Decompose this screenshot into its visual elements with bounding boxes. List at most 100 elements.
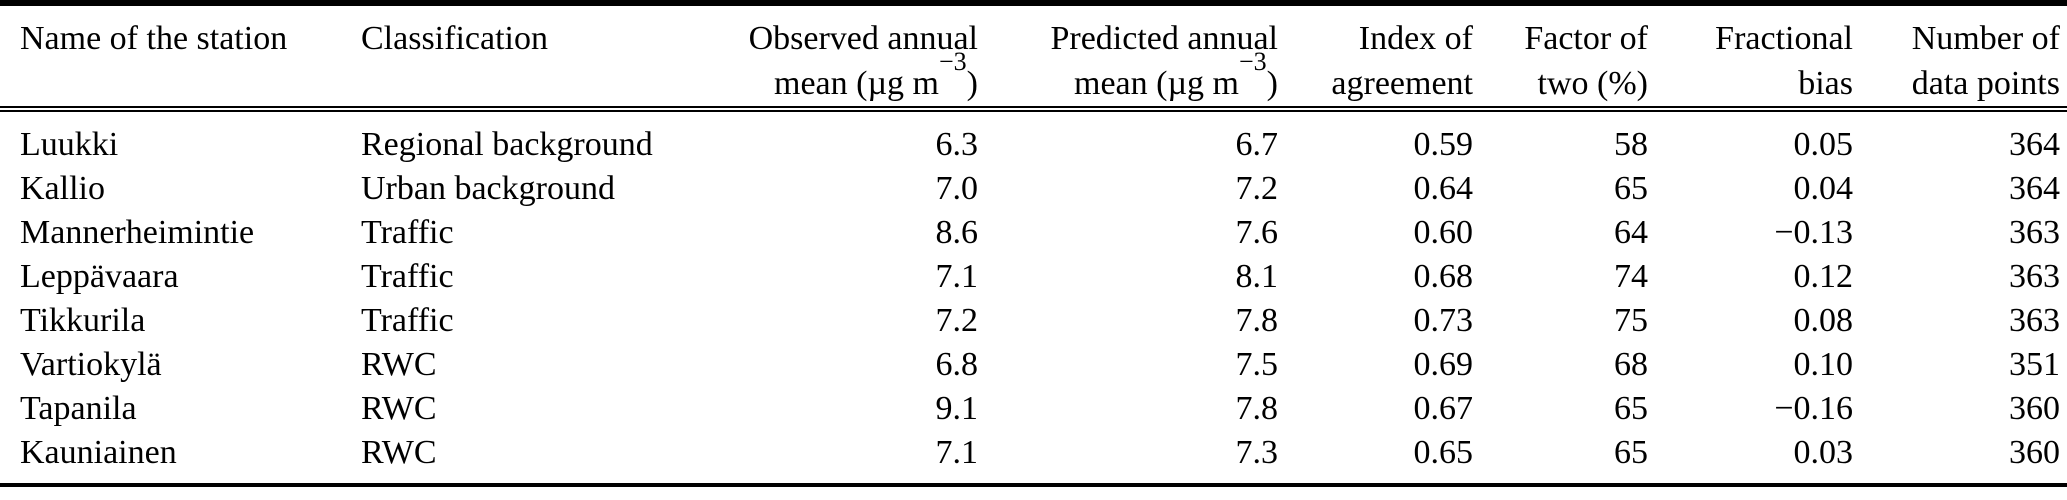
cell-data-points: 363 bbox=[2009, 214, 2060, 251]
cell-classification: Traffic bbox=[361, 302, 454, 339]
cell-predicted-mean: 7.5 bbox=[1235, 346, 1279, 383]
header-line: agreement bbox=[1331, 65, 1473, 102]
cell-station: Tikkurila bbox=[20, 302, 146, 339]
cell-index-of-agreement: 0.59 bbox=[1413, 126, 1474, 163]
header-line: Classification bbox=[361, 20, 548, 57]
cell-observed-mean: 6.3 bbox=[935, 126, 979, 163]
header-line: Fractional bbox=[1715, 20, 1853, 57]
cell-observed-mean: 7.1 bbox=[935, 434, 979, 471]
header-line: Observed annual bbox=[748, 20, 978, 57]
cell-observed-mean: 7.2 bbox=[935, 302, 979, 339]
cell-classification: Traffic bbox=[361, 258, 454, 295]
table-row: Vartiokylä RWC 6.8 7.5 0.69 68 0.10 351 bbox=[0, 343, 2067, 387]
header-line: Index of bbox=[1358, 20, 1473, 57]
cell-factor-of-two: 58 bbox=[1614, 126, 1648, 163]
table-row: Kauniainen RWC 7.1 7.3 0.65 65 0.03 360 bbox=[0, 431, 2067, 485]
column-header-observed-mean: Observed annual mean (µg m−3) bbox=[695, 3, 985, 112]
cell-index-of-agreement: 0.67 bbox=[1413, 390, 1474, 427]
cell-station: Kallio bbox=[20, 170, 105, 207]
header-line: Number of bbox=[1911, 20, 2060, 57]
cell-predicted-mean: 7.2 bbox=[1235, 170, 1279, 207]
cell-station: Kauniainen bbox=[20, 434, 177, 471]
cell-data-points: 363 bbox=[2009, 302, 2060, 339]
unit-superscript: −3 bbox=[1239, 46, 1267, 76]
cell-classification: RWC bbox=[361, 346, 437, 383]
cell-index-of-agreement: 0.73 bbox=[1413, 302, 1474, 339]
cell-predicted-mean: 7.3 bbox=[1235, 434, 1279, 471]
cell-classification: RWC bbox=[361, 390, 437, 427]
cell-index-of-agreement: 0.68 bbox=[1413, 258, 1474, 295]
header-line: Factor of bbox=[1524, 20, 1648, 57]
header-line: Name of the station bbox=[20, 20, 288, 57]
cell-index-of-agreement: 0.64 bbox=[1413, 170, 1474, 207]
header-unit-line: mean (µg m−3) bbox=[695, 48, 978, 106]
unit-text: mean (µg m bbox=[1074, 65, 1239, 102]
cell-factor-of-two: 65 bbox=[1614, 170, 1648, 207]
cell-index-of-agreement: 0.60 bbox=[1413, 214, 1474, 251]
column-header-factor-of-two: Factor of two (%) bbox=[1480, 3, 1655, 112]
cell-fractional-bias: 0.04 bbox=[1793, 170, 1854, 207]
cell-fractional-bias: 0.03 bbox=[1793, 434, 1854, 471]
cell-fractional-bias: 0.05 bbox=[1793, 126, 1854, 163]
header-line: two (%) bbox=[1537, 65, 1648, 102]
cell-predicted-mean: 7.6 bbox=[1235, 214, 1279, 251]
column-header-index-of-agreement: Index of agreement bbox=[1285, 3, 1480, 112]
cell-predicted-mean: 7.8 bbox=[1235, 302, 1279, 339]
cell-observed-mean: 7.1 bbox=[935, 258, 979, 295]
cell-data-points: 363 bbox=[2009, 258, 2060, 295]
column-header-station: Name of the station bbox=[0, 3, 345, 112]
cell-classification: RWC bbox=[361, 434, 437, 471]
cell-fractional-bias: −0.13 bbox=[1774, 214, 1853, 251]
table-row: Tapanila RWC 9.1 7.8 0.67 65 −0.16 360 bbox=[0, 387, 2067, 431]
cell-classification: Urban background bbox=[361, 170, 615, 207]
cell-factor-of-two: 64 bbox=[1614, 214, 1648, 251]
cell-factor-of-two: 74 bbox=[1614, 258, 1648, 295]
column-header-data-points: Number of data points bbox=[1860, 3, 2067, 112]
cell-fractional-bias: 0.10 bbox=[1793, 346, 1854, 383]
cell-predicted-mean: 8.1 bbox=[1235, 258, 1279, 295]
cell-data-points: 364 bbox=[2009, 126, 2060, 163]
cell-data-points: 364 bbox=[2009, 170, 2060, 207]
header-line: data points bbox=[1911, 65, 2060, 102]
cell-observed-mean: 8.6 bbox=[935, 214, 979, 251]
station-statistics-table: Name of the station Classification Obser… bbox=[0, 0, 2067, 487]
cell-station: Vartiokylä bbox=[20, 346, 162, 383]
cell-station: Mannerheimintie bbox=[20, 214, 255, 251]
cell-index-of-agreement: 0.65 bbox=[1413, 434, 1474, 471]
table-row: Mannerheimintie Traffic 8.6 7.6 0.60 64 … bbox=[0, 211, 2067, 255]
unit-superscript: −3 bbox=[939, 46, 967, 76]
cell-classification: Traffic bbox=[361, 214, 454, 251]
cell-fractional-bias: −0.16 bbox=[1774, 390, 1853, 427]
cell-station: Leppävaara bbox=[20, 258, 179, 295]
cell-factor-of-two: 75 bbox=[1614, 302, 1648, 339]
cell-data-points: 360 bbox=[2009, 434, 2060, 471]
cell-fractional-bias: 0.12 bbox=[1793, 258, 1854, 295]
unit-text: ) bbox=[1266, 65, 1278, 102]
cell-factor-of-two: 65 bbox=[1614, 434, 1648, 471]
cell-classification: Regional background bbox=[361, 126, 653, 163]
cell-station: Luukki bbox=[20, 126, 119, 163]
cell-index-of-agreement: 0.69 bbox=[1413, 346, 1474, 383]
header-unit-line: mean (µg m−3) bbox=[985, 48, 1278, 106]
unit-text: mean (µg m bbox=[774, 65, 939, 102]
table-row: Leppävaara Traffic 7.1 8.1 0.68 74 0.12 … bbox=[0, 255, 2067, 299]
cell-predicted-mean: 6.7 bbox=[1235, 126, 1279, 163]
header-row: Name of the station Classification Obser… bbox=[0, 3, 2067, 112]
cell-factor-of-two: 68 bbox=[1614, 346, 1648, 383]
cell-fractional-bias: 0.08 bbox=[1793, 302, 1854, 339]
table-row: Kallio Urban background 7.0 7.2 0.64 65 … bbox=[0, 167, 2067, 211]
cell-observed-mean: 6.8 bbox=[935, 346, 979, 383]
header-line: Predicted annual bbox=[1050, 20, 1278, 57]
table-row: Tikkurila Traffic 7.2 7.8 0.73 75 0.08 3… bbox=[0, 299, 2067, 343]
cell-data-points: 351 bbox=[2009, 346, 2060, 383]
cell-observed-mean: 7.0 bbox=[935, 170, 979, 207]
cell-station: Tapanila bbox=[20, 390, 137, 427]
header-line: bias bbox=[1798, 65, 1853, 102]
cell-predicted-mean: 7.8 bbox=[1235, 390, 1279, 427]
table-row: Luukki Regional background 6.3 6.7 0.59 … bbox=[0, 109, 2067, 167]
column-header-predicted-mean: Predicted annual mean (µg m−3) bbox=[985, 3, 1285, 112]
cell-data-points: 360 bbox=[2009, 390, 2060, 427]
unit-text: ) bbox=[966, 65, 978, 102]
cell-factor-of-two: 65 bbox=[1614, 390, 1648, 427]
